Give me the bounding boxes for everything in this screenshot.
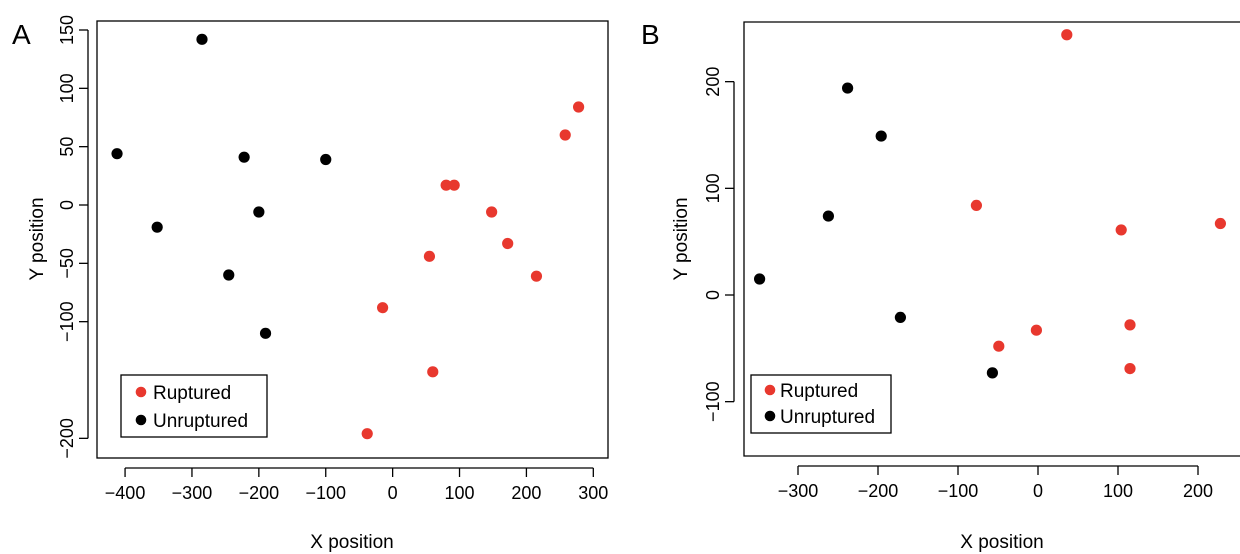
point-ruptured-b [1115,224,1127,236]
point-ruptured-a [377,302,389,314]
x-tick-label-a: 0 [388,483,398,503]
point-unruptured-a [196,33,208,45]
point-ruptured-a [423,250,436,262]
panel-letter-a: A [12,19,31,50]
point-ruptured-b [970,199,983,211]
y-tick-label-a: 50 [57,137,77,157]
x-tick-label-b: 200 [1183,481,1213,501]
y-axis-label-a: Y position [27,197,48,280]
x-tick-label-b: −300 [778,481,819,501]
y-axis-a: −200 −100 −50 0 50 100 150 [57,15,89,459]
point-unruptured-a [238,151,250,163]
point-unruptured-b [986,367,999,379]
x-axis-b: −300 −200 −100 0 100 200 [778,465,1213,501]
point-unruptured-b [822,210,835,222]
point-unruptured-a [253,206,265,218]
point-ruptured-a [559,129,571,141]
y-tick-label-b: 100 [703,173,723,203]
y-tick-label-a: −50 [57,248,77,279]
y-axis-label-b: Y position [671,197,692,280]
point-unruptured-a [223,269,235,281]
x-tick-label-a: −400 [105,483,146,503]
point-unruptured-a [259,327,272,339]
point-ruptured-a [361,428,373,440]
point-unruptured-b [754,273,766,285]
x-tick-label-b: 100 [1103,481,1133,501]
y-tick-label-a: 100 [57,73,77,103]
point-ruptured-a [427,366,439,378]
point-ruptured-a [502,237,514,250]
point-ruptured-a [572,101,585,113]
legend-marker-unruptured-b [764,410,776,422]
legend-marker-ruptured-b [764,384,776,396]
point-unruptured-b [875,130,887,142]
point-unruptured-b [842,82,854,94]
points-b [754,29,1226,379]
point-unruptured-a [111,148,123,160]
point-ruptured-b [1124,319,1136,331]
x-tick-label-b: −100 [938,481,979,501]
x-tick-label-a: −200 [239,483,280,503]
y-tick-label-a: 150 [57,15,77,45]
y-tick-label-b: 200 [703,67,723,97]
legend-marker-unruptured-a [135,414,147,426]
point-ruptured-b [1214,217,1226,230]
panel-letter-b: B [641,19,660,50]
point-unruptured-b [894,311,907,323]
legend-a: Ruptured Unruptured [120,374,268,438]
point-ruptured-b [1030,324,1042,336]
x-tick-label-b: 0 [1033,481,1043,501]
legend-box-b [750,374,892,434]
x-axis-label-b: X position [960,532,1043,553]
x-tick-label-a: −100 [305,483,346,503]
points-a [111,33,585,440]
x-tick-label-a: 300 [578,483,608,503]
x-tick-label-a: 200 [511,483,541,503]
legend-label-ruptured-b: Ruptured [780,381,858,402]
legend-box-a [120,374,268,438]
x-axis-a: −400 −300 −200 −100 0 100 200 300 [105,467,608,503]
point-ruptured-a [486,206,498,218]
point-ruptured-a [448,179,460,191]
y-tick-label-b: −100 [703,381,723,422]
point-ruptured-a [530,270,543,282]
y-tick-label-b: 0 [703,290,723,300]
legend-label-ruptured-a: Ruptured [153,383,231,404]
point-ruptured-a [440,179,452,191]
panel-b: B −300 −200 −100 0 100 200 −100 0 100 200 X posi… [641,19,1240,553]
panel-a: A −400 −300 −200 −100 0 100 200 300 −200 −100 −50… [12,15,609,553]
legend-b: Ruptured Unruptured [750,374,892,434]
point-unruptured-a [320,153,332,166]
y-tick-label-a: −100 [57,301,77,342]
legend-marker-ruptured-a [135,386,147,398]
plot-frame-b [743,21,1240,457]
point-unruptured-a [151,221,163,233]
legend-label-unruptured-b: Unruptured [780,407,875,428]
x-tick-label-a: −300 [172,483,213,503]
point-ruptured-b [993,340,1005,352]
point-ruptured-b [1061,29,1073,41]
x-tick-label-a: 100 [445,483,475,503]
legend-label-unruptured-a: Unruptured [153,411,248,432]
y-axis-b: −100 0 100 200 [703,67,735,422]
plot-frame-a [96,20,609,459]
point-ruptured-b [1124,363,1136,375]
x-tick-label-b: −200 [858,481,899,501]
y-tick-label-a: 0 [57,200,77,210]
y-tick-label-a: −200 [57,418,77,459]
x-axis-label-a: X position [310,532,393,553]
